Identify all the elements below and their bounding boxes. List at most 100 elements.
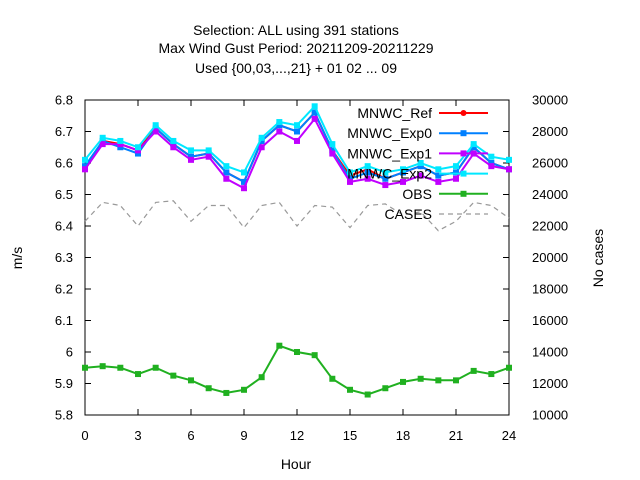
data-point-mnwc-exp0 xyxy=(470,144,477,151)
data-point-mnwc-exp2 xyxy=(470,141,477,148)
data-point-mnwc-exp0 xyxy=(453,169,459,176)
y2-tick-label: 14000 xyxy=(532,345,568,360)
series-obs xyxy=(82,342,512,398)
y2-tick-label: 28000 xyxy=(532,124,568,139)
data-point-obs xyxy=(276,342,283,349)
data-point-mnwc-exp0 xyxy=(152,125,159,132)
legend-label-mnwc-exp2: MNWC_Exp2 xyxy=(347,166,432,182)
y-tick-label: 6 xyxy=(66,345,73,360)
data-point-mnwc-exp1 xyxy=(311,115,318,122)
data-point-mnwc-exp1 xyxy=(188,156,194,163)
y-tick-label: 5.8 xyxy=(55,408,73,423)
x-tick-label: 18 xyxy=(396,428,410,443)
data-point-obs xyxy=(417,375,424,382)
series-line-cases xyxy=(84,200,510,232)
data-point-mnwc-exp0 xyxy=(170,141,177,148)
data-point-mnwc-exp1 xyxy=(382,182,389,189)
data-point-mnwc-exp1 xyxy=(329,150,336,157)
data-point-obs xyxy=(488,371,495,378)
data-point-obs xyxy=(82,364,88,371)
data-point-obs xyxy=(382,385,389,392)
data-point-obs xyxy=(506,364,512,371)
data-point-mnwc-exp1 xyxy=(400,178,406,185)
data-point-obs xyxy=(453,377,459,384)
data-point-mnwc-exp2 xyxy=(241,169,247,176)
data-point-mnwc-exp1 xyxy=(347,178,353,185)
data-point-mnwc-exp2 xyxy=(170,137,177,144)
data-point-mnwc-exp0 xyxy=(117,144,124,151)
x-tick-label: 3 xyxy=(134,428,141,443)
legend-label-cases: CASES xyxy=(385,206,432,222)
y-tick-label: 6.3 xyxy=(55,250,73,265)
data-point-mnwc-exp0 xyxy=(347,175,353,182)
data-point-mnwc-exp1 xyxy=(276,128,283,135)
data-point-mnwc-exp2 xyxy=(347,169,353,176)
y2-tick-label: 22000 xyxy=(532,219,568,234)
data-point-obs xyxy=(400,378,406,385)
data-point-mnwc-exp0 xyxy=(364,169,371,176)
data-point-mnwc-exp0 xyxy=(311,109,318,116)
data-point-mnwc-exp2 xyxy=(364,163,371,170)
series-mnwc-exp2 xyxy=(82,103,512,176)
legend-label-mnwc-exp1: MNWC_Exp1 xyxy=(347,145,432,161)
legend-marker-mnwc-ref xyxy=(460,110,467,116)
legend-marker-mnwc-exp1 xyxy=(460,150,467,157)
y-tick-label: 6.7 xyxy=(55,124,73,139)
data-point-mnwc-exp2 xyxy=(205,147,212,154)
data-point-obs xyxy=(188,377,194,384)
data-point-mnwc-exp0 xyxy=(294,128,300,135)
data-point-mnwc-exp0 xyxy=(276,122,283,129)
title-line-3: Used {00,03,...,21} + 01 02 ... 09 xyxy=(195,60,397,76)
data-point-obs xyxy=(152,364,159,371)
data-point-mnwc-exp1 xyxy=(453,175,459,182)
data-point-mnwc-exp1 xyxy=(135,147,141,154)
legend-marker-obs xyxy=(460,190,467,197)
data-point-mnwc-exp0 xyxy=(400,169,406,176)
data-point-mnwc-exp2 xyxy=(294,122,300,129)
data-point-mnwc-exp0 xyxy=(435,172,442,179)
data-point-obs xyxy=(205,385,212,392)
y-tick-label: 6.6 xyxy=(55,156,73,171)
data-point-mnwc-exp1 xyxy=(294,137,300,144)
x-tick-label: 6 xyxy=(187,428,194,443)
data-point-mnwc-exp2 xyxy=(417,160,424,166)
y-tick-label: 6.8 xyxy=(55,93,73,108)
data-point-mnwc-exp2 xyxy=(329,141,336,148)
data-point-mnwc-exp2 xyxy=(435,166,442,173)
y2-axis-label: No cases xyxy=(590,229,606,287)
data-point-mnwc-exp2 xyxy=(82,156,88,163)
data-point-mnwc-exp2 xyxy=(382,169,389,176)
data-point-mnwc-exp0 xyxy=(99,137,106,144)
y-axis-right: 10000 12000 14000 16000 18000 20000 22000 24000… xyxy=(503,93,568,423)
data-point-mnwc-exp1 xyxy=(417,172,424,179)
x-tick-label: 24 xyxy=(502,428,516,443)
data-point-obs xyxy=(99,363,106,370)
data-point-mnwc-exp0 xyxy=(82,163,88,170)
data-point-obs xyxy=(347,386,353,393)
y-tick-label: 6.2 xyxy=(55,282,73,297)
plot-frame xyxy=(84,99,510,416)
data-point-mnwc-exp0 xyxy=(188,153,194,160)
legend-marker-mnwc-exp0 xyxy=(460,130,467,137)
data-point-mnwc-exp1 xyxy=(364,175,371,182)
y2-tick-label: 30000 xyxy=(532,93,568,108)
series-cases xyxy=(84,200,510,232)
x-tick-label: 0 xyxy=(81,428,88,443)
legend-label-obs: OBS xyxy=(402,186,432,202)
title-line-1: Selection: ALL using 391 stations xyxy=(193,22,399,38)
data-point-obs xyxy=(241,386,247,393)
data-point-obs xyxy=(135,371,141,378)
data-point-mnwc-exp0 xyxy=(329,147,336,154)
y2-tick-label: 10000 xyxy=(532,408,568,423)
data-point-obs xyxy=(258,374,265,381)
data-point-obs xyxy=(329,375,336,382)
legend-label-mnwc-exp0: MNWC_Exp0 xyxy=(347,125,432,141)
series-layer xyxy=(82,103,512,398)
legend-marker-mnwc-exp2 xyxy=(460,170,467,177)
y2-tick-label: 20000 xyxy=(532,250,568,265)
data-point-mnwc-exp2 xyxy=(506,156,512,163)
x-axis: 0 3 6 9 12 15 18 21 24 xyxy=(81,100,516,443)
data-point-mnwc-exp1 xyxy=(223,175,230,182)
data-point-obs xyxy=(170,372,177,379)
data-point-mnwc-exp1 xyxy=(241,185,247,192)
